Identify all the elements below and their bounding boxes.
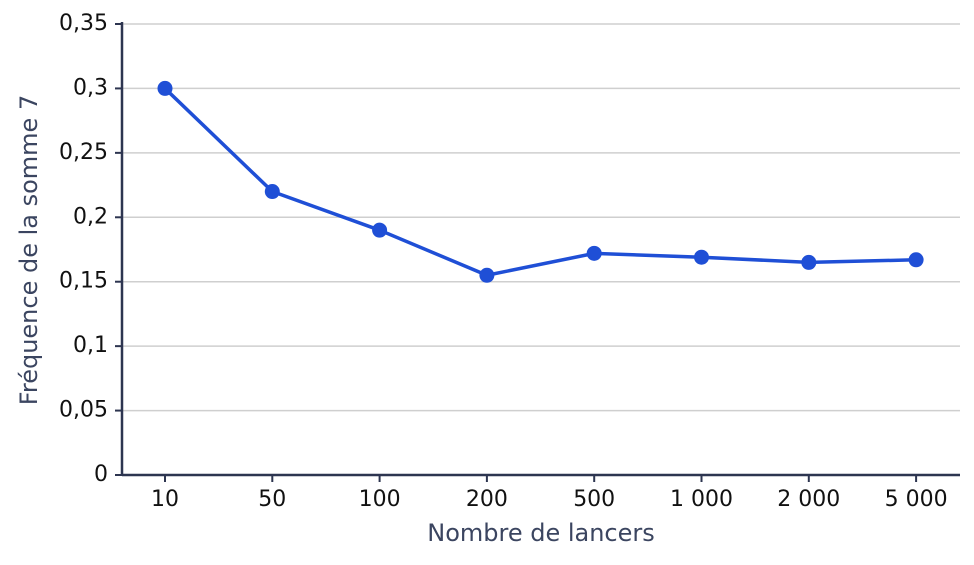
point (908, 252, 924, 268)
y-tick-label: 0,15 (59, 269, 108, 294)
point (586, 245, 602, 261)
point (157, 80, 173, 96)
y-axis-title: Fréquence de la somme 7 (15, 95, 43, 405)
x-tick-label: 500 (573, 487, 615, 512)
point (479, 267, 495, 283)
x-tick-label: 200 (466, 487, 508, 512)
y-tick-label: 0,05 (59, 398, 108, 423)
point (694, 249, 709, 265)
y-tick-label: 0,3 (73, 75, 108, 100)
x-tick-label: 10 (151, 487, 179, 512)
x-axis-title: Nombre de lancers (427, 519, 655, 547)
line (163, 87, 917, 278)
y-tick-label: 0,35 (59, 11, 108, 36)
y-tick-label: 0 (94, 462, 108, 487)
y-tick-label: 0,1 (73, 333, 108, 358)
y-tick-label: 0,25 (59, 140, 108, 165)
x-tick-label: 1 000 (670, 487, 733, 512)
x-tick-label: 50 (258, 487, 286, 512)
y-tick-label: 0,2 (73, 204, 108, 229)
x-tick-label: 2 000 (777, 487, 840, 512)
point (801, 254, 817, 270)
point (372, 222, 388, 238)
x-tick-label: 5 000 (885, 487, 948, 512)
x-tick-label: 100 (359, 487, 401, 512)
point (264, 184, 280, 200)
